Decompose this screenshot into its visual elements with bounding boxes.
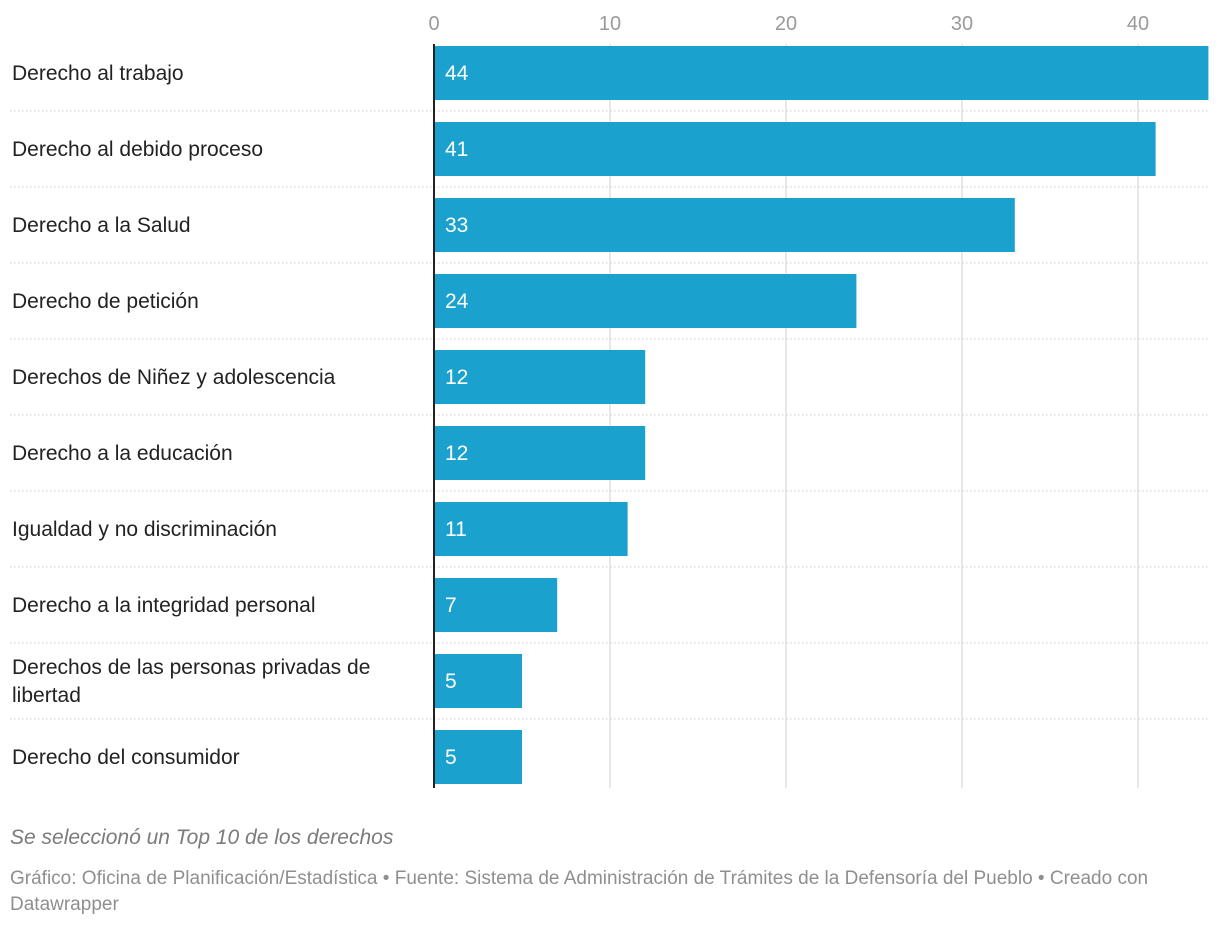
bar bbox=[434, 502, 628, 556]
category-label: Derecho al debido proceso bbox=[12, 138, 263, 161]
category-label: Derecho a la Salud bbox=[12, 214, 191, 237]
category-label: Derechos de Niñez y adolescencia bbox=[12, 366, 336, 389]
made-with-credit: Creado con Datawrapper bbox=[10, 868, 1149, 915]
category-label: Derecho a la integridad personal bbox=[12, 594, 316, 617]
chart-note: Se seleccionó un Top 10 de los derechos bbox=[10, 826, 394, 849]
x-tick-label: 20 bbox=[775, 13, 797, 35]
footer-separator: • bbox=[1037, 868, 1045, 889]
bar-value-label: 24 bbox=[445, 290, 469, 313]
chart-footer: Gráfico: Oficina de Planificación/Estadí… bbox=[10, 866, 1210, 918]
bar-value-label: 5 bbox=[445, 670, 457, 693]
category-label: Derecho de petición bbox=[12, 290, 199, 313]
x-tick-label: 30 bbox=[951, 13, 973, 35]
bar bbox=[434, 578, 558, 632]
category-label: Igualdad y no discriminación bbox=[12, 518, 277, 541]
bar-value-label: 5 bbox=[445, 746, 457, 769]
x-tick-label: 0 bbox=[428, 13, 439, 35]
bar bbox=[434, 198, 1015, 252]
x-tick-label: 40 bbox=[1127, 13, 1149, 35]
x-tick-label: 10 bbox=[599, 13, 621, 35]
bar-value-label: 7 bbox=[445, 594, 457, 617]
category-label: Derechos de las personas privadas de libe… bbox=[12, 656, 370, 707]
bar-value-label: 41 bbox=[445, 138, 468, 161]
bar bbox=[434, 654, 522, 708]
bar-chart: 0 10 20 30 40 44 Derecho al trabajo 41 Derecho a… bbox=[10, 13, 1210, 788]
bar bbox=[434, 274, 857, 328]
bar-value-label: 44 bbox=[445, 62, 469, 85]
bar bbox=[434, 46, 1209, 100]
category-label: Derecho a la educación bbox=[12, 442, 233, 465]
footer-separator: • bbox=[382, 868, 390, 889]
bar bbox=[434, 730, 522, 784]
bar bbox=[434, 426, 646, 480]
chart-credit: Gráfico: Oficina de Planificación/Estadí… bbox=[10, 868, 378, 889]
category-label: Derecho del consumidor bbox=[12, 746, 240, 769]
bar-value-label: 12 bbox=[445, 442, 468, 465]
bar bbox=[434, 122, 1156, 176]
bar-value-label: 33 bbox=[445, 214, 468, 237]
category-label: Derecho al trabajo bbox=[12, 62, 184, 85]
bar-value-label: 11 bbox=[445, 518, 467, 541]
source-credit: Fuente: Sistema de Administración de Trá… bbox=[394, 868, 1033, 889]
bar-value-label: 12 bbox=[445, 366, 468, 389]
bar bbox=[434, 350, 646, 404]
